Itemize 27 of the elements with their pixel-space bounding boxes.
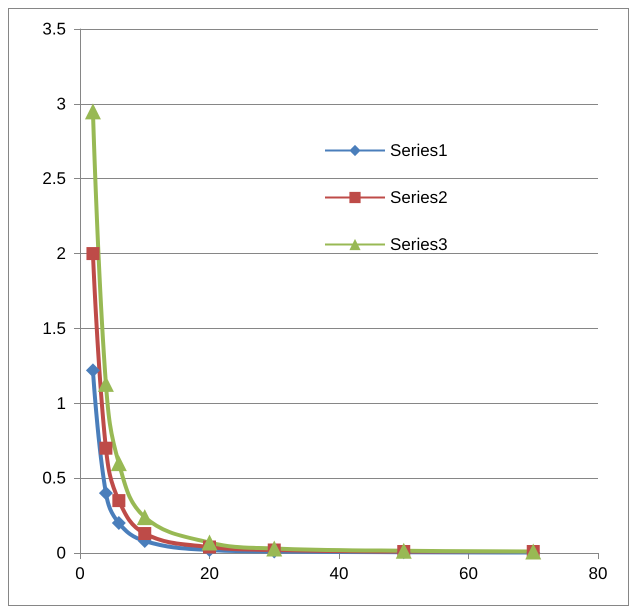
x-tick-label: 60 [459, 564, 478, 583]
point [84, 103, 101, 120]
point [98, 486, 113, 500]
y-tick-label: 3.5 [42, 20, 66, 38]
point [112, 516, 126, 530]
point [110, 455, 127, 472]
y-tick-label: 3 [56, 94, 66, 114]
y-tick-label: 2.5 [42, 169, 66, 188]
point [138, 527, 152, 540]
y-tick-label: 0.5 [42, 468, 66, 488]
y-tick-label: 0 [56, 544, 66, 562]
point [136, 509, 153, 526]
point [86, 247, 100, 260]
legend-label: Series2 [390, 188, 448, 207]
x-tick-label: 40 [330, 564, 348, 583]
legend-label: Series1 [390, 141, 448, 160]
point [99, 442, 112, 455]
x-tick-label: 0 [75, 564, 85, 583]
point [86, 363, 100, 378]
point [266, 540, 282, 557]
legend-label: Series3 [390, 235, 448, 254]
x-tick-label: 80 [588, 564, 608, 583]
y-tick-label: 2 [56, 244, 66, 264]
y-tick-label: 1 [56, 394, 66, 413]
y-tick-label: 1.5 [42, 318, 66, 338]
point [112, 494, 126, 508]
x-tick-label: 20 [200, 564, 219, 583]
